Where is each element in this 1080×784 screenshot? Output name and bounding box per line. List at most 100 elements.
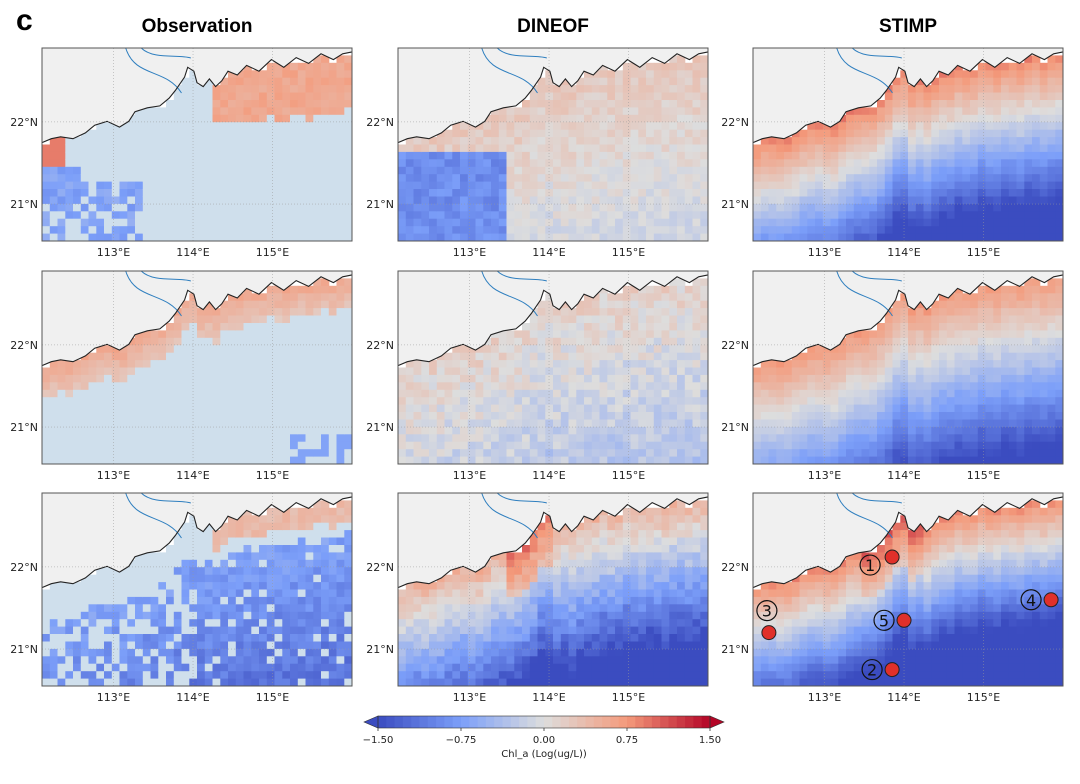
data-cell <box>266 129 276 138</box>
data-cell <box>807 345 816 354</box>
data-cell <box>475 374 484 383</box>
data-cell <box>274 218 283 227</box>
data-cell <box>923 456 932 464</box>
data-cell <box>475 352 484 361</box>
data-cell <box>42 656 51 665</box>
data-cell <box>807 389 816 398</box>
data-cell <box>638 449 647 458</box>
data-cell <box>923 107 932 116</box>
data-cell <box>591 315 601 324</box>
data-cell <box>985 323 994 331</box>
data-cell <box>877 419 886 428</box>
data-cell <box>228 315 237 324</box>
data-cell <box>692 100 701 108</box>
data-cell <box>405 382 415 391</box>
data-cell <box>166 226 175 235</box>
data-cell <box>49 604 59 613</box>
data-cell <box>622 137 632 146</box>
data-cell <box>243 196 252 205</box>
data-cell <box>784 226 793 235</box>
data-cell <box>80 374 90 383</box>
data-cell <box>900 315 909 324</box>
data-cell <box>266 159 276 168</box>
data-cell <box>939 456 948 464</box>
data-cell <box>692 293 701 302</box>
data-cell <box>954 345 963 354</box>
data-cell <box>321 293 330 302</box>
data-cell <box>838 151 847 160</box>
data-cell <box>1047 129 1056 138</box>
data-cell <box>946 151 956 160</box>
data-cell <box>173 456 183 464</box>
data-cell <box>985 211 994 220</box>
data-cell <box>135 151 144 160</box>
data-cell <box>560 166 570 175</box>
data-cell <box>119 426 128 435</box>
data-cell <box>313 122 322 131</box>
data-cell <box>954 352 963 361</box>
data-cell <box>111 181 121 190</box>
data-cell <box>204 308 214 317</box>
data-cell <box>405 189 415 197</box>
data-cell <box>753 181 762 190</box>
data-cell <box>692 441 701 450</box>
data-cell <box>962 174 971 183</box>
data-cell <box>869 449 878 458</box>
data-cell <box>204 337 214 346</box>
data-cell <box>1039 203 1049 212</box>
data-cell <box>436 144 446 153</box>
data-cell <box>954 389 963 398</box>
data-cell <box>259 196 268 205</box>
data-cell <box>498 151 508 160</box>
data-cell <box>290 397 299 406</box>
data-cell <box>560 323 570 331</box>
data-cell <box>970 70 979 79</box>
data-cell <box>204 300 214 309</box>
data-cell <box>760 389 770 398</box>
data-cell <box>591 300 601 309</box>
data-cell <box>483 211 492 220</box>
data-cell <box>799 174 808 183</box>
data-cell <box>243 70 252 79</box>
data-cell <box>923 374 932 383</box>
data-cell <box>80 360 90 369</box>
data-cell <box>939 166 948 175</box>
data-cell <box>73 456 82 464</box>
data-cell <box>653 92 663 101</box>
data-cell <box>630 337 639 346</box>
data-cell <box>646 122 655 131</box>
panel-frame <box>397 47 709 242</box>
data-cell <box>838 360 847 369</box>
data-cell <box>760 360 770 369</box>
data-cell <box>57 604 66 613</box>
data-cell <box>939 144 948 153</box>
data-cell <box>946 404 956 413</box>
data-cell <box>677 166 686 175</box>
data-cell <box>1032 374 1041 383</box>
data-cell <box>615 397 624 406</box>
data-cell <box>776 419 785 428</box>
data-cell <box>204 352 214 361</box>
data-cell <box>646 92 655 101</box>
data-cell <box>630 397 639 406</box>
data-cell <box>677 151 686 160</box>
data-cell <box>321 441 330 450</box>
data-cell <box>684 308 694 317</box>
data-cell <box>537 300 546 309</box>
data-cell <box>584 211 593 220</box>
data-cell <box>946 233 956 241</box>
data-cell <box>1008 382 1018 391</box>
data-cell <box>336 360 345 369</box>
data-cell <box>65 367 74 376</box>
data-cell <box>88 352 97 361</box>
data-cell <box>158 166 167 175</box>
data-cell <box>760 226 770 235</box>
data-cell <box>962 323 971 331</box>
data-cell <box>173 107 183 116</box>
data-cell <box>483 144 492 153</box>
data-cell <box>243 337 252 346</box>
data-cell <box>576 159 585 168</box>
data-cell <box>962 397 971 406</box>
data-cell <box>297 122 307 131</box>
data-cell <box>993 419 1002 428</box>
